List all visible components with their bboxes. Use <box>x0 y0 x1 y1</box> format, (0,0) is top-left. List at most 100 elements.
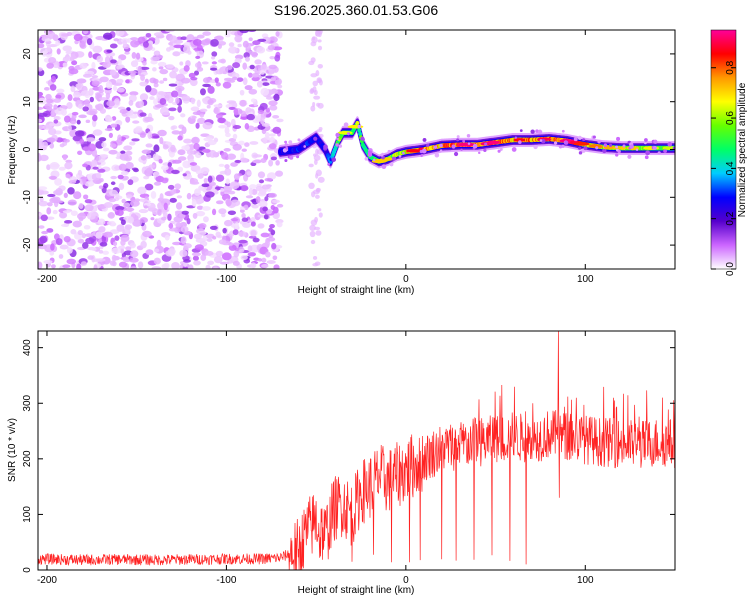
noise-speckle <box>256 46 266 54</box>
ridge-speckle <box>539 139 543 142</box>
noise-speckle <box>82 241 89 249</box>
noise-speckle <box>103 182 109 189</box>
noise-speckle <box>186 218 191 225</box>
noise-speckle <box>50 264 56 269</box>
noise-speckle <box>47 193 56 198</box>
noise-speckle <box>139 112 147 117</box>
noise-speckle <box>241 148 247 152</box>
ridge-speckle <box>478 151 481 155</box>
noise-speckle <box>161 208 167 215</box>
noise-speckle <box>180 225 189 233</box>
noise-speckle <box>120 150 126 155</box>
noise-speckle <box>95 172 102 179</box>
noise-speckle <box>191 136 200 144</box>
noise-speckle <box>145 167 153 175</box>
noise-speckle <box>42 124 53 130</box>
ridge-speckle <box>391 156 397 161</box>
noise-speckle <box>98 250 104 254</box>
ridge-speckle <box>439 143 443 148</box>
noise-speckle <box>48 44 58 48</box>
noise-speckle <box>109 260 116 266</box>
noise-speckle <box>317 102 324 109</box>
noise-speckle <box>185 60 191 67</box>
noise-speckle <box>251 159 262 164</box>
noise-speckle <box>165 64 175 69</box>
noise-speckle <box>102 62 111 69</box>
noise-speckle <box>130 39 140 48</box>
noise-speckle <box>81 233 87 239</box>
noise-speckle <box>84 99 90 107</box>
noise-speckle <box>238 239 248 244</box>
noise-speckle <box>82 106 89 112</box>
colorbar-tick-label: 0.4 <box>725 161 736 175</box>
noise-speckle <box>96 55 104 63</box>
noise-speckle <box>129 114 138 119</box>
spectrogram-x-ticks: -200 -100 0 100 <box>37 30 594 285</box>
ridge-speckle <box>285 146 289 150</box>
noise-speckle <box>258 179 265 184</box>
noise-speckle <box>183 65 190 72</box>
noise-speckle <box>171 130 181 135</box>
colorbar-tick-label: 0.2 <box>725 211 736 225</box>
noise-speckle <box>119 109 128 114</box>
noise-speckle <box>315 194 320 199</box>
noise-speckle <box>310 239 316 245</box>
noise-speckle <box>228 106 236 111</box>
noise-speckle <box>80 261 87 266</box>
noise-speckle <box>116 224 125 232</box>
noise-speckle <box>65 173 71 179</box>
ridge-speckle <box>564 140 569 145</box>
ridge-speckle <box>367 152 373 157</box>
noise-speckle <box>58 166 66 171</box>
noise-speckle <box>219 261 230 265</box>
noise-speckle <box>68 180 77 184</box>
noise-speckle <box>140 74 145 81</box>
ridge-peak <box>382 157 394 161</box>
noise-speckle <box>204 191 215 198</box>
ridge-peak <box>347 124 364 129</box>
noise-region <box>38 30 325 269</box>
noise-speckle <box>103 202 114 208</box>
noise-speckle <box>70 210 78 216</box>
ridge-speckle <box>644 155 649 160</box>
noise-speckle <box>111 247 121 254</box>
noise-speckle <box>249 64 255 70</box>
noise-speckle <box>146 154 152 159</box>
noise-speckle <box>174 183 182 190</box>
noise-speckle <box>257 258 262 262</box>
noise-speckle <box>180 113 186 118</box>
noise-speckle <box>211 61 217 65</box>
noise-speckle <box>84 204 94 212</box>
noise-speckle <box>71 60 78 66</box>
noise-speckle <box>103 231 113 238</box>
ridge-peak <box>458 142 466 147</box>
noise-speckle <box>162 144 169 150</box>
noise-speckle <box>77 150 83 155</box>
noise-speckle <box>92 129 103 136</box>
ridge-speckle <box>514 136 518 139</box>
noise-speckle <box>194 188 201 196</box>
noise-speckle <box>200 254 207 262</box>
noise-speckle <box>245 56 250 62</box>
noise-speckle <box>224 164 230 169</box>
noise-speckle <box>233 173 240 181</box>
noise-speckle <box>316 129 323 133</box>
noise-speckle <box>180 36 188 41</box>
noise-speckle <box>49 162 60 170</box>
noise-speckle <box>105 81 113 89</box>
noise-speckle <box>126 206 133 213</box>
noise-speckle <box>269 223 275 229</box>
noise-speckle <box>89 96 94 103</box>
noise-speckle <box>231 76 238 81</box>
noise-speckle <box>232 260 240 266</box>
ridge-core <box>357 128 362 133</box>
noise-speckle <box>196 200 202 205</box>
noise-speckle <box>226 100 237 104</box>
noise-speckle <box>317 208 322 212</box>
noise-speckle <box>232 229 239 236</box>
noise-speckle <box>272 255 278 261</box>
noise-speckle <box>159 98 167 105</box>
noise-speckle <box>129 141 136 146</box>
ridge-speckle <box>629 144 634 149</box>
